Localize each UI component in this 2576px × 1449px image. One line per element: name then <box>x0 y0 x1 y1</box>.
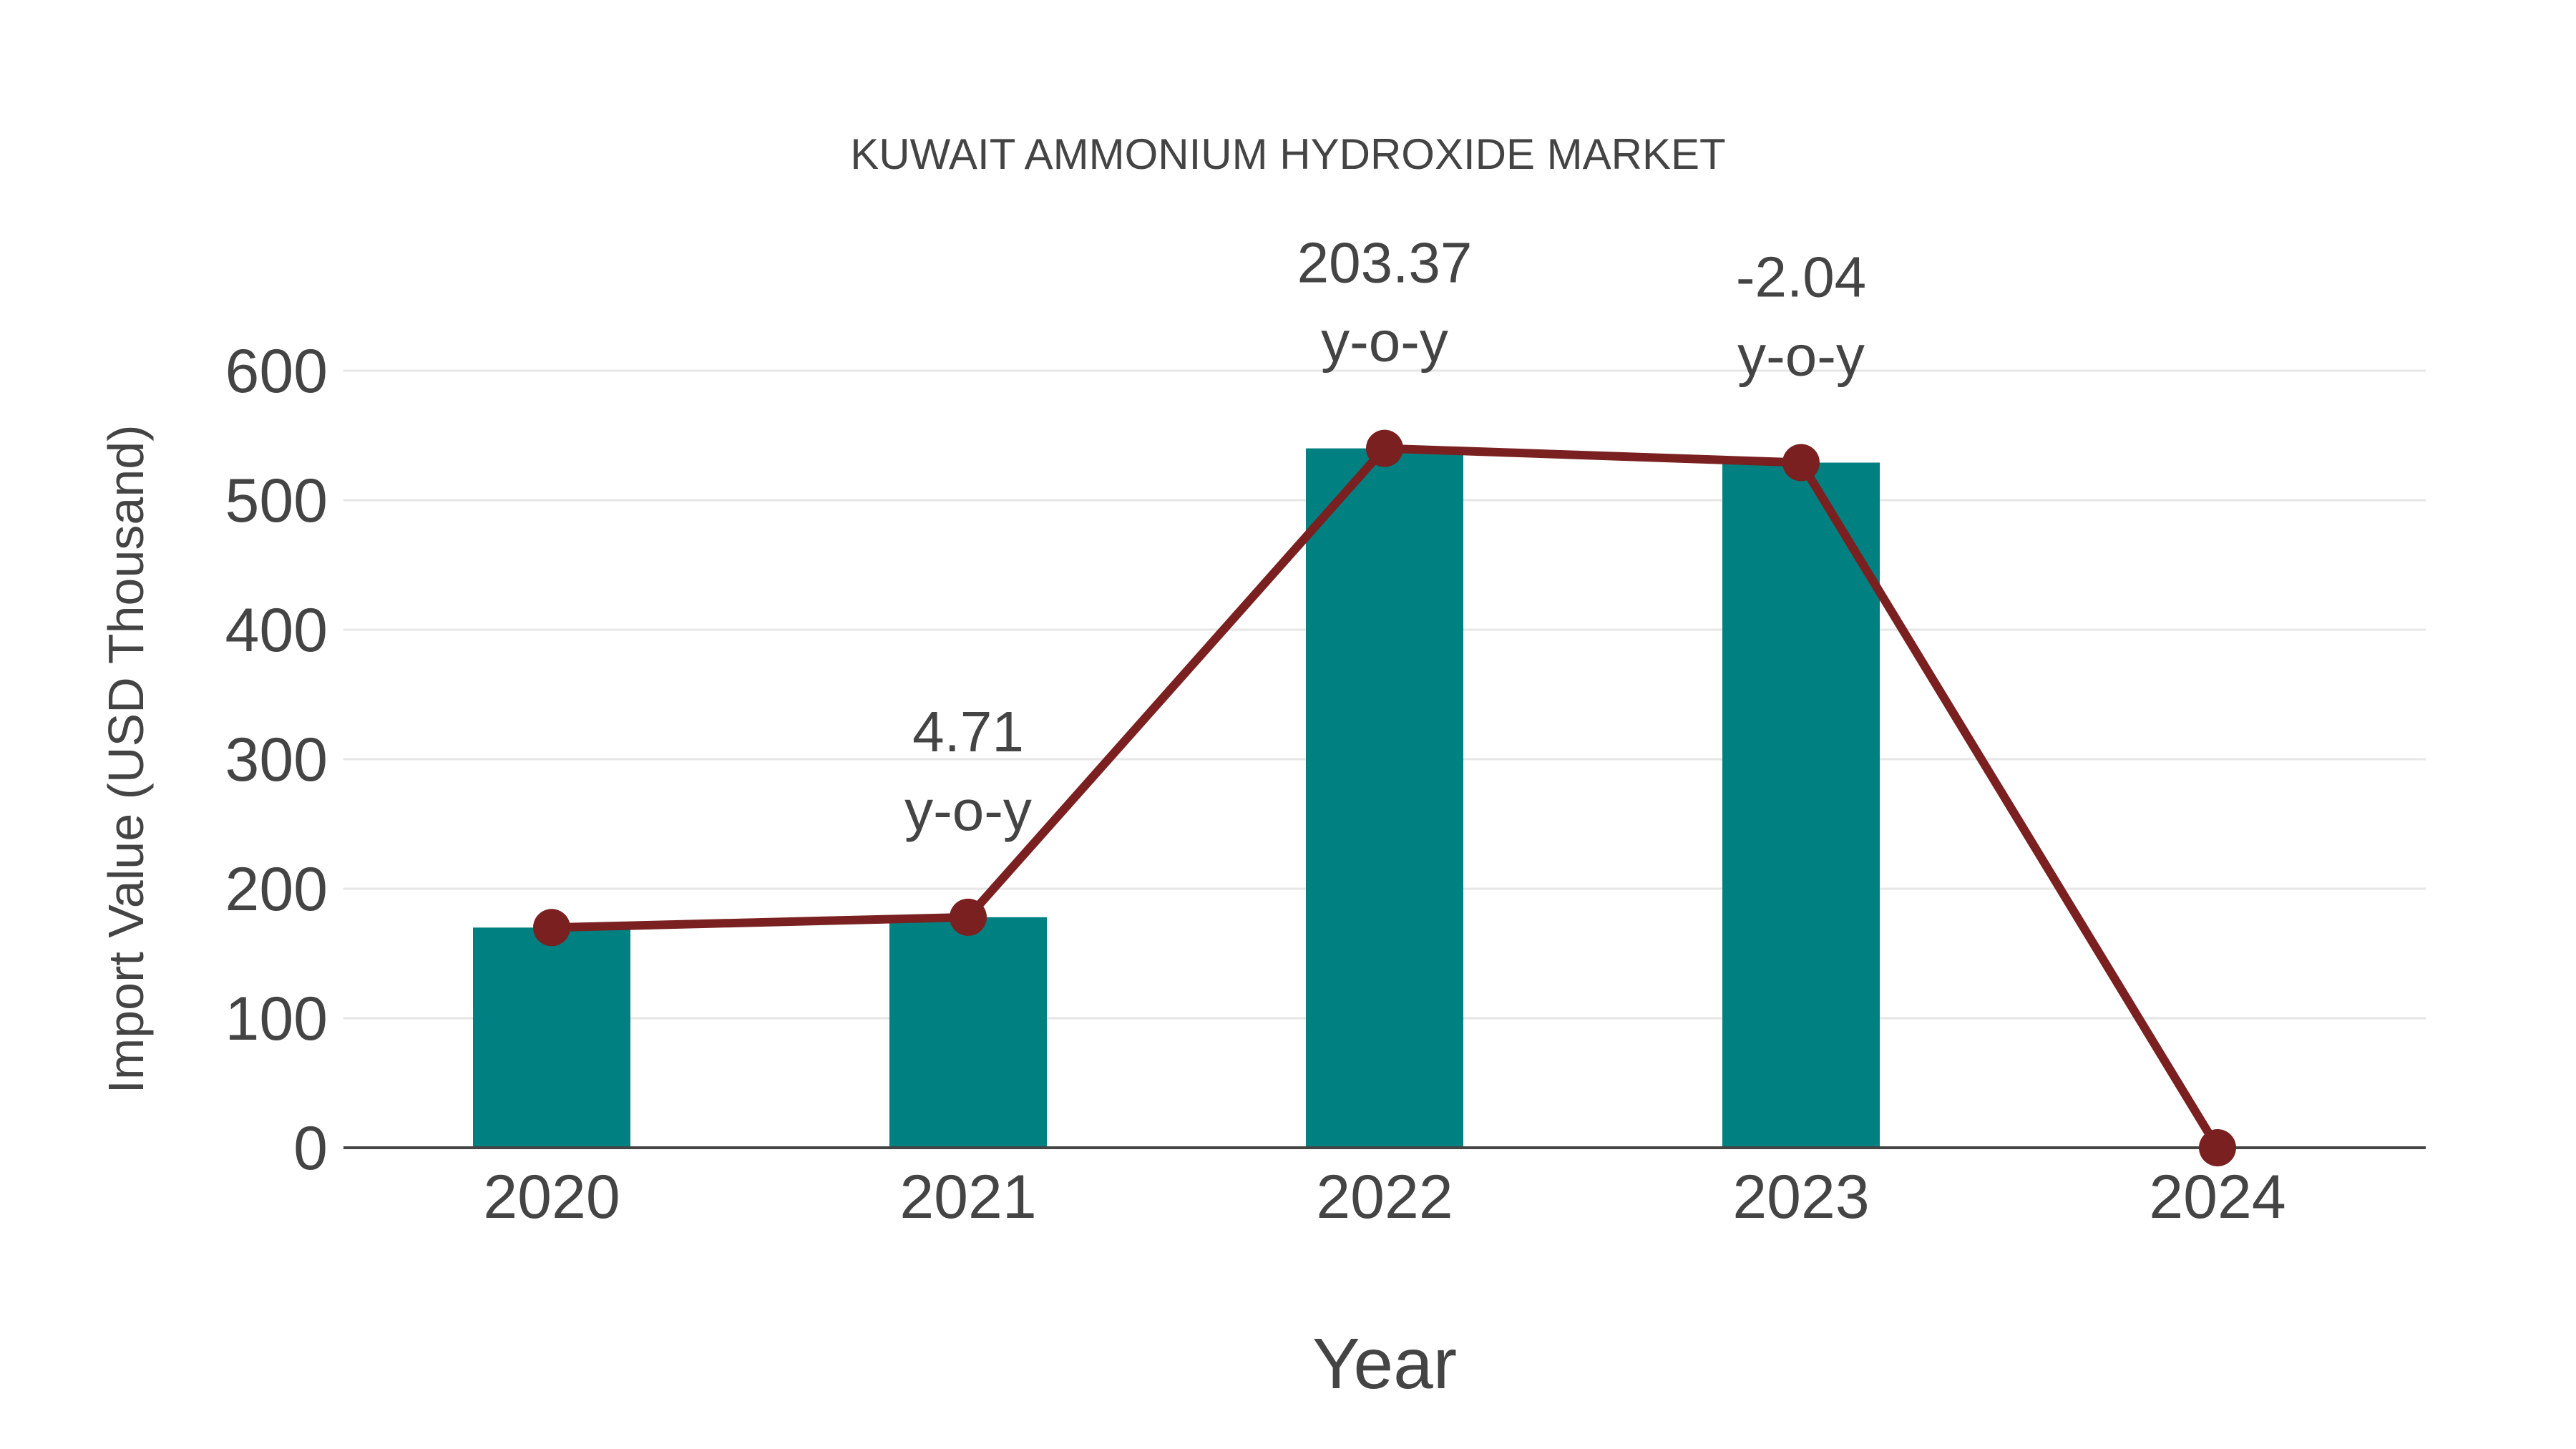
y-tick-label: 500 <box>225 467 328 535</box>
y-tick-label: 600 <box>225 337 328 406</box>
marker-2023 <box>1782 444 1820 482</box>
marker-2020 <box>533 909 570 947</box>
bar-2020 <box>473 927 630 1148</box>
y-tick-label: 400 <box>225 596 328 665</box>
y-tick-label: 300 <box>225 726 328 794</box>
yoy-annotations: 4.71 y-o-y 203.37 y-o-y -2.04 y-o-y <box>904 231 1866 842</box>
x-axis-ticks: 2020 2021 2022 2023 2024 <box>483 1163 2285 1231</box>
y-axis-title: Import Value (USD Thousand) <box>98 424 154 1093</box>
yoy-value: 203.37 <box>1297 231 1473 295</box>
marker-2022 <box>1366 429 1403 467</box>
yoy-value: 4.71 <box>912 700 1024 763</box>
x-tick-label: 2023 <box>1732 1163 1869 1231</box>
trend-line <box>533 429 2236 1166</box>
marker-2024 <box>2199 1129 2236 1166</box>
bar-2021 <box>889 917 1047 1148</box>
bar-2022 <box>1306 448 1463 1148</box>
x-tick-label: 2021 <box>899 1163 1036 1231</box>
y-tick-label: 0 <box>293 1114 328 1183</box>
x-tick-label: 2020 <box>483 1163 620 1231</box>
chart-title: KUWAIT AMMONIUM HYDROXIDE MARKET <box>850 130 1725 178</box>
yoy-suffix: y-o-y <box>1737 324 1865 388</box>
x-axis-title: Year <box>1312 1324 1457 1404</box>
y-axis-ticks: 0 100 200 300 400 500 600 <box>225 337 328 1183</box>
bar-2023 <box>1722 462 1880 1148</box>
y-tick-label: 100 <box>225 985 328 1053</box>
yoy-value: -2.04 <box>1736 245 1866 309</box>
bars <box>473 448 1880 1148</box>
yoy-suffix: y-o-y <box>1321 310 1448 374</box>
x-tick-label: 2024 <box>2149 1163 2285 1231</box>
y-tick-label: 200 <box>225 855 328 924</box>
x-tick-label: 2022 <box>1316 1163 1453 1231</box>
yoy-suffix: y-o-y <box>904 779 1032 842</box>
marker-2021 <box>950 898 987 936</box>
